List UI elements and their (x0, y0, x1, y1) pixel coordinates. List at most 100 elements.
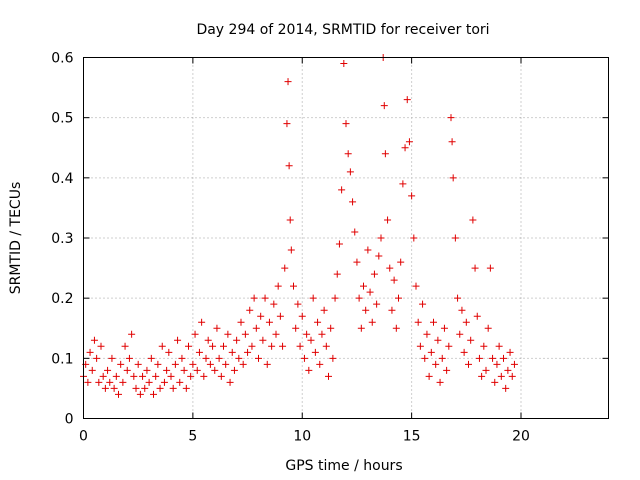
x-tick-label: 20 (512, 429, 530, 445)
data-points (80, 54, 518, 398)
data-point (432, 360, 440, 368)
data-point (281, 264, 289, 272)
data-point (349, 198, 357, 206)
data-point (430, 318, 437, 326)
data-point (239, 360, 247, 368)
data-point (364, 246, 372, 254)
data-point (287, 246, 295, 254)
y-axis-label: SRMTID / TECUs (8, 182, 24, 295)
data-point (403, 96, 411, 104)
data-point (482, 366, 490, 374)
data-point (132, 384, 140, 392)
x-tick-label: 15 (403, 429, 421, 445)
data-point (224, 330, 232, 338)
data-point (408, 192, 416, 200)
data-point (311, 348, 319, 356)
data-point (508, 372, 516, 380)
data-point (255, 354, 262, 362)
data-point (322, 342, 330, 350)
data-point (395, 294, 402, 302)
data-point (139, 372, 147, 380)
data-point (370, 270, 378, 278)
data-point (112, 372, 120, 380)
data-point (447, 114, 455, 122)
data-point (106, 378, 114, 386)
data-point (193, 366, 201, 374)
data-point (198, 318, 206, 326)
data-point (401, 144, 409, 152)
data-point (191, 330, 199, 338)
data-point (399, 180, 407, 188)
data-point (423, 330, 431, 338)
data-point (257, 312, 265, 320)
data-point (390, 276, 398, 284)
data-point (451, 234, 459, 242)
data-point (467, 336, 475, 344)
data-point (489, 354, 497, 362)
data-point (250, 294, 258, 302)
data-point (274, 282, 282, 290)
data-point (440, 324, 448, 332)
data-point (502, 384, 510, 392)
data-point (344, 150, 352, 158)
data-point (410, 234, 418, 242)
data-point (104, 366, 112, 374)
data-point (230, 366, 238, 374)
data-point (353, 258, 361, 266)
data-point (99, 372, 107, 380)
data-point (244, 348, 252, 356)
data-point (425, 372, 433, 380)
data-point (460, 348, 468, 356)
data-point (298, 312, 306, 320)
data-point (495, 342, 503, 350)
data-point (416, 342, 424, 350)
data-point (351, 228, 359, 236)
data-point (362, 306, 370, 314)
data-point (368, 318, 376, 326)
data-point (272, 330, 280, 338)
data-point (222, 360, 230, 368)
data-point (292, 324, 300, 332)
data-point (97, 342, 105, 350)
data-point (335, 240, 343, 248)
data-point (340, 60, 348, 68)
data-point (346, 168, 354, 176)
data-point (318, 330, 326, 338)
data-point (152, 372, 160, 380)
x-tick-label: 0 (79, 429, 88, 445)
data-point (405, 138, 413, 146)
data-point (259, 336, 267, 344)
data-point (163, 366, 171, 374)
y-tick-labels: 0 0.1 0.2 0.3 0.4 0.5 0.6 (51, 51, 73, 428)
data-point (357, 324, 365, 332)
data-point (117, 360, 125, 368)
data-point (270, 300, 278, 308)
data-point (493, 360, 501, 368)
data-point (300, 354, 308, 362)
data-point (130, 372, 138, 380)
data-point (381, 150, 389, 158)
data-point (252, 324, 260, 332)
data-point (438, 354, 446, 362)
grid-layer (83, 57, 609, 419)
data-point (388, 306, 396, 314)
x-tick-labels: 0 5 10 15 20 (79, 429, 530, 445)
data-point (449, 174, 457, 182)
data-point (285, 162, 293, 170)
data-point (284, 78, 292, 86)
data-point (185, 342, 192, 350)
data-point (200, 372, 208, 380)
data-point (90, 336, 98, 344)
data-point (86, 348, 94, 356)
data-point (491, 378, 499, 386)
data-point (290, 282, 297, 290)
data-point (303, 330, 311, 338)
data-point (504, 366, 512, 374)
data-point (101, 384, 109, 392)
data-point (143, 366, 151, 374)
data-point (486, 264, 494, 272)
data-point (154, 360, 162, 368)
data-point (268, 342, 276, 350)
data-point (228, 348, 236, 356)
